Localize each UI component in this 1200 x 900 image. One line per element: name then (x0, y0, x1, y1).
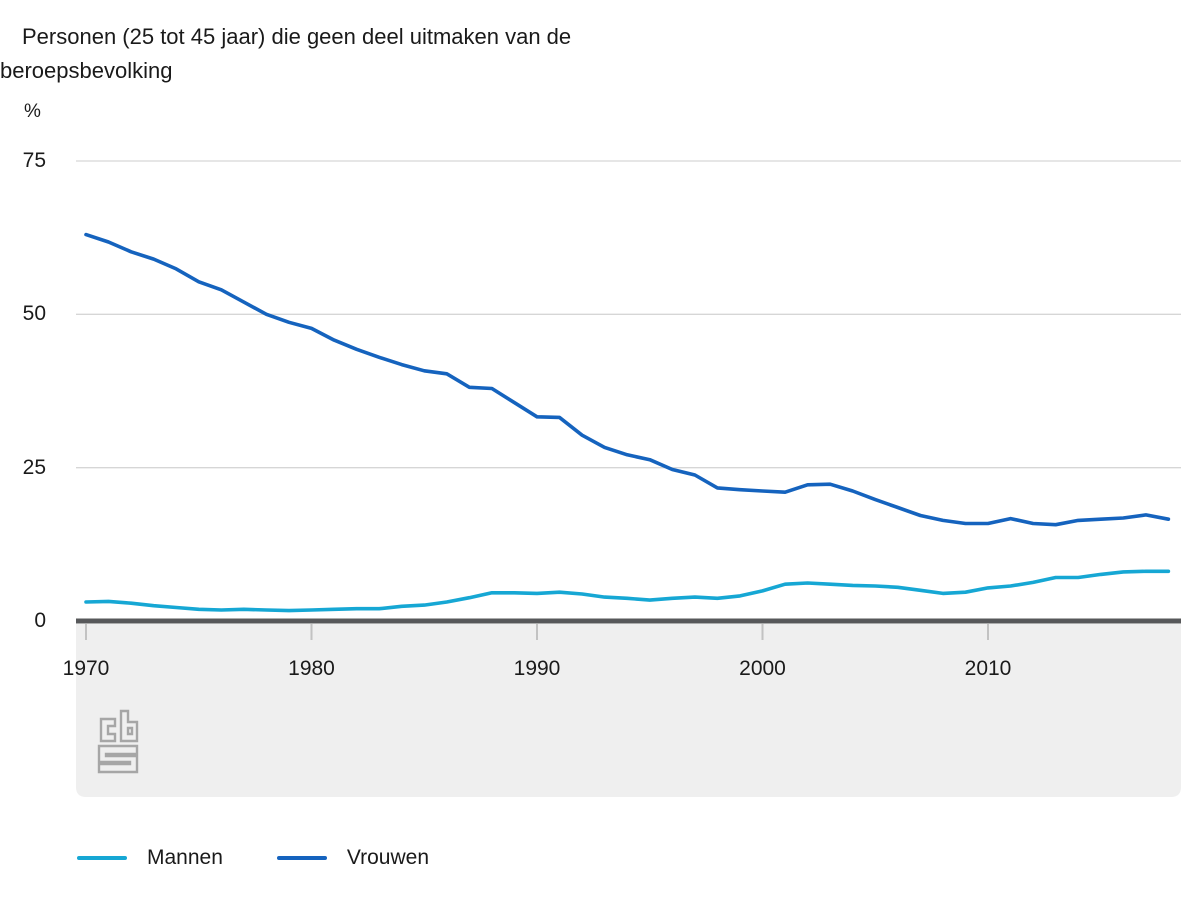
chart-title-line2: beroepsbevolking (0, 58, 173, 83)
x-tick-label: 1970 (62, 657, 110, 680)
cbs-logo-letter-s (97, 744, 139, 774)
legend-label-vrouwen: Vrouwen (346, 846, 429, 869)
legend-item-mannen[interactable]: Mannen (77, 846, 223, 870)
x-axis-band (76, 624, 1181, 797)
gridlines (76, 160, 1181, 469)
series-lines (84, 232, 1171, 613)
chart-title-line1: Personen (25 tot 45 jaar) die geen deel … (22, 24, 572, 49)
legend-label-mannen: Mannen (147, 846, 223, 869)
series-line-mannen (84, 569, 1171, 613)
legend: Mannen Vrouwen (77, 840, 429, 876)
cbs-logo-letter-c (99, 717, 117, 743)
legend-item-vrouwen[interactable]: Vrouwen (276, 846, 429, 870)
legend-swatch-vrouwen (276, 856, 327, 860)
y-tick-label: 75 (22, 149, 46, 172)
y-tick-label: 50 (22, 302, 46, 326)
x-tick-label: 1980 (288, 657, 335, 680)
y-axis-unit-label: % (24, 101, 41, 122)
y-tick-label: 0 (34, 609, 46, 632)
plot-area (76, 160, 1181, 797)
x-tick-label: 2000 (739, 657, 786, 680)
legend-swatch-mannen (77, 856, 127, 860)
chart-title: Personen (25 tot 45 jaar) die geen deel … (0, 20, 700, 88)
x-tick-label: 1990 (513, 657, 561, 680)
cbs-logo-icon (97, 709, 139, 774)
y-tick-label: 25 (22, 455, 46, 479)
x-tick-label: 2010 (964, 657, 1012, 680)
cbs-logo-letter-b (119, 709, 139, 743)
series-line-vrouwen (84, 232, 1171, 527)
x-tick-marks (85, 624, 989, 640)
